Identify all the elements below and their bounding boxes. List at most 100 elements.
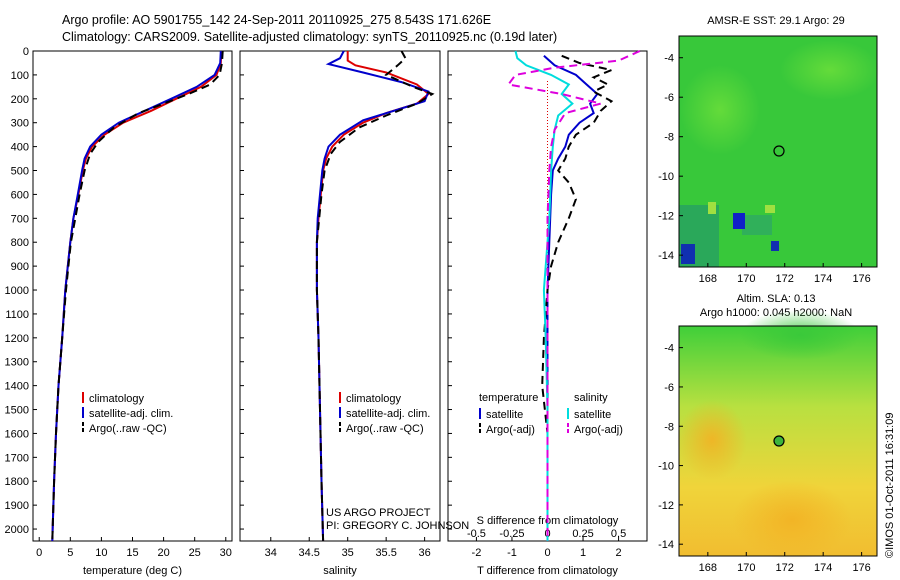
difference-xtick-label-3: 1 [580,547,586,559]
sst-map-float-marker [773,145,785,157]
salinity-xtick-label-4: 36 [418,547,430,559]
sla-map-xtick-label-0: 168 [699,562,717,574]
sla-map-orange-patch [732,480,852,560]
difference-xlabel: T difference from climatology [477,565,618,577]
salinity-legend-label-1: satellite-adj. clim. [346,408,430,420]
sla-map-ytick-label-2: -8 [664,421,674,433]
sst-map-ytick-label-2: -8 [664,132,674,144]
temperature-series-0 [51,50,223,542]
sst-map-xtick-label-1: 170 [737,273,755,285]
depth-tick-label-10: 1000 [5,285,29,297]
sla-map-green-patch [740,310,860,360]
difference-series-2 [514,50,574,541]
difference-xtick-label-1: -1 [507,547,517,559]
sst-map-ytick-label-5: -14 [658,250,674,262]
sst-map-ytick-label-3: -10 [658,171,674,183]
sla-map-ytick-label-1: -6 [664,382,674,394]
depth-tick-label-18: 1800 [5,476,29,488]
sla-map: Altim. SLA: 0.13 Argo h1000: 0.045 h2000… [658,293,878,574]
salinity-xtick-label-1: 34.5 [299,547,320,559]
salinity-xtick-label-0: 34 [265,547,277,559]
difference-series-0 [543,55,599,541]
difference-xtick-label-4: 2 [616,547,622,559]
timestamp-stamp: ©IMOS 01-Oct-2011 16:31:09 [884,413,896,558]
temperature-legend-label-2: Argo(..raw -QC) [89,423,167,435]
title-line-2: Climatology: CARS2009. Satellite-adjuste… [62,30,557,44]
depth-tick-label-8: 800 [11,237,29,249]
sst-map-xtick-label-4: 176 [852,273,870,285]
depth-tick-label-9: 900 [11,261,29,273]
depth-tick-label-16: 1600 [5,428,29,440]
temperature-xtick-label-6: 30 [220,547,232,559]
depth-tick-label-5: 500 [11,166,29,178]
sla-map-xtick-label-3: 174 [814,562,832,574]
difference-xtick-label-2: 0 [544,547,550,559]
sst-map-warm-patch-2 [780,40,880,100]
temperature-xtick-label-4: 20 [157,547,169,559]
sst-map-blue-cell-3 [771,241,779,251]
depth-tick-label-3: 300 [11,118,29,130]
sla-map-ytick-label-0: -4 [664,343,674,355]
salinity-xtick-label-3: 35.5 [375,547,396,559]
diff-legend-label-1: Argo(-adj) [486,424,535,436]
salinity-axes-frame [239,50,441,542]
salinity-legend-label-0: climatology [346,393,402,405]
credits-line-2: PI: GREGORY C. JOHNSON [326,520,469,532]
sla-map-xtick-label-4: 176 [852,562,870,574]
legend-header-salinity: salinity [574,392,608,404]
temperature-xtick-label-1: 5 [67,547,73,559]
depth-tick-label-6: 600 [11,189,29,201]
temperature-panel: 0100200300400500600700800900100011001200… [5,46,233,577]
sla-map-ytick-label-5: -14 [658,539,674,551]
sdiff-tick-label-1: -0.25 [499,528,524,540]
sst-map-warm-patch [680,65,760,155]
temperature-axes-frame [32,50,233,542]
temperature-xtick-label-3: 15 [126,547,138,559]
sla-map-ytick-label-3: -10 [658,461,674,473]
sdiff-tick-label-0: -0.5 [467,528,486,540]
temperature-legend-label-0: climatology [89,393,145,405]
sla-map-float-marker [773,435,785,447]
sla-map-xtick-label-1: 170 [737,562,755,574]
depth-tick-label-12: 1200 [5,333,29,345]
depth-tick-label-15: 1500 [5,405,29,417]
depth-tick-label-13: 1300 [5,357,29,369]
sdiff-tick-label-4: 0.5 [611,528,626,540]
sla-map-xtick-label-2: 172 [776,562,794,574]
salinity-xlabel: salinity [323,565,357,577]
salinity-series-1 [315,50,430,542]
sst-map-xtick-label-2: 172 [776,273,794,285]
legend-header-temperature: temperature [479,392,538,404]
sla-map-title-1: Altim. SLA: 0.13 [737,293,816,305]
sst-map: AMSR-E SST: 29.1 Argo: 29 168 170 172 174 17… [658,15,880,285]
sla-map-frame [678,325,878,557]
depth-tick-label-2: 200 [11,94,29,106]
temperature-series-2 [51,50,224,542]
salinity-panel: 34 34.5 35 35.5 36 salinity climatology satelli… [239,50,441,577]
difference-series-1 [541,54,615,541]
sla-map-ytick-label-4: -12 [658,500,674,512]
diff-legend-label-3: Argo(-adj) [574,424,623,436]
temperature-xlabel: temperature (deg C) [83,565,182,577]
temperature-xtick-label-2: 10 [95,547,107,559]
salinity-series-0 [315,51,431,542]
diff-legend-label-0: satellite [486,409,523,421]
depth-tick-label-20: 2000 [5,524,29,536]
temperature-series-1 [51,50,222,542]
sdiff-tick-label-3: 0.25 [572,528,593,540]
sst-map-frame [678,35,878,268]
diff-legend-label-2: satellite [574,409,611,421]
sst-map-green-cell-2 [765,205,775,213]
temperature-legend-label-1: satellite-adj. clim. [89,408,173,420]
depth-tick-label-0: 0 [23,46,29,58]
difference-xtick-label-0: -2 [472,547,482,559]
sla-map-orange-patch-2 [677,400,747,480]
depth-tick-label-14: 1400 [5,381,29,393]
sst-map-xtick-label-3: 174 [814,273,832,285]
sst-map-blue-cell [733,213,745,229]
difference-panel: -2 -1 0 1 2 T difference from climatology -0.5… [447,50,648,577]
depth-tick-label-1: 100 [11,70,29,82]
depth-tick-label-7: 700 [11,213,29,225]
depth-tick-label-19: 1900 [5,500,29,512]
